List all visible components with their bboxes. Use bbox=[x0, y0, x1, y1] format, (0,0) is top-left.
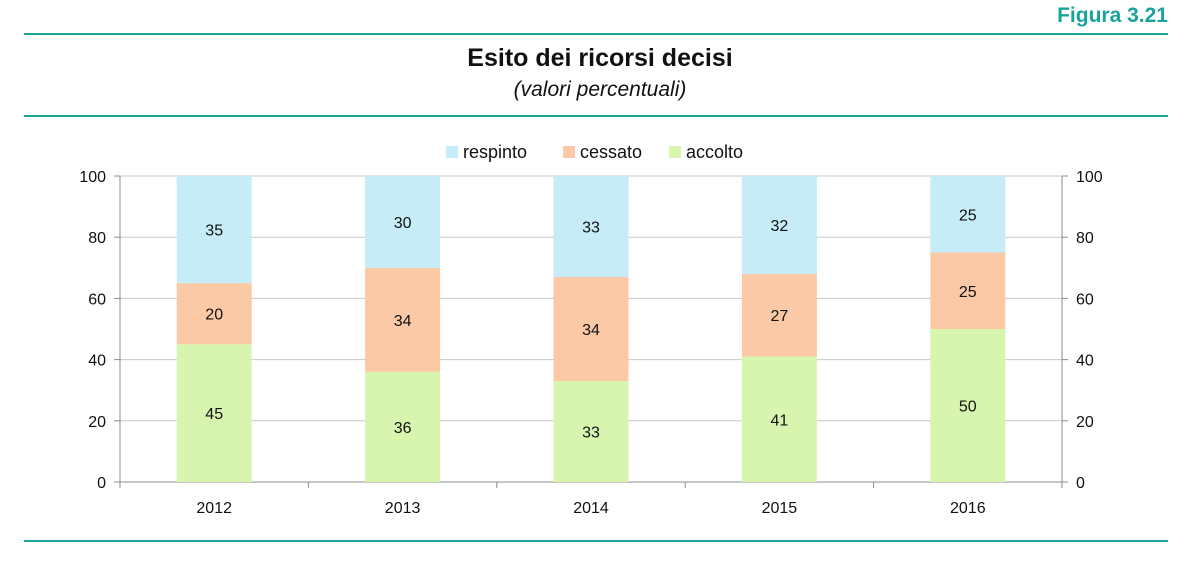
stacked-bar-chart: 0 0 20 20 40 40 60 60 80 80 100 100 45 20 35 2012 36 34 30… bbox=[79, 142, 1103, 517]
figure-label: Figura 3.21 bbox=[1057, 4, 1168, 27]
y-tick-label-right: 60 bbox=[1076, 291, 1094, 308]
data-label-accolto: 45 bbox=[205, 406, 223, 423]
x-tick-label: 2016 bbox=[950, 500, 986, 517]
legend-label-respinto: respinto bbox=[463, 142, 527, 162]
y-tick-label-left: 0 bbox=[97, 475, 106, 492]
data-label-cessato: 27 bbox=[771, 308, 789, 325]
data-label-cessato: 34 bbox=[394, 313, 412, 330]
x-tick-label: 2013 bbox=[385, 500, 421, 517]
bar-cessato bbox=[741, 273, 817, 357]
legend-swatch-respinto bbox=[446, 146, 458, 158]
bar-cessato bbox=[365, 267, 441, 372]
data-label-respinto: 35 bbox=[205, 223, 223, 240]
legend-swatch-accolto bbox=[669, 146, 681, 158]
y-tick-label-right: 20 bbox=[1076, 414, 1094, 431]
bar-accolto bbox=[176, 344, 252, 482]
bar-respinto bbox=[176, 176, 252, 284]
bottom-rule bbox=[24, 540, 1168, 542]
data-label-respinto: 33 bbox=[582, 219, 600, 236]
x-tick-label: 2015 bbox=[762, 500, 798, 517]
bar-cessato bbox=[176, 283, 252, 345]
y-tick-label-left: 40 bbox=[88, 353, 106, 370]
data-label-cessato: 25 bbox=[959, 284, 977, 301]
header-rule bbox=[24, 115, 1168, 117]
legend-label-accolto: accolto bbox=[686, 142, 743, 162]
bar-cessato bbox=[553, 276, 629, 382]
bar-accolto bbox=[553, 381, 629, 482]
legend-label-cessato: cessato bbox=[580, 142, 642, 162]
bar-cessato bbox=[930, 252, 1006, 329]
bar-accolto bbox=[741, 356, 817, 482]
x-tick-label: 2014 bbox=[573, 500, 609, 517]
data-label-respinto: 30 bbox=[394, 215, 412, 232]
bar-respinto bbox=[553, 176, 629, 277]
data-label-accolto: 50 bbox=[959, 399, 977, 416]
data-label-accolto: 41 bbox=[771, 412, 789, 429]
y-tick-label-right: 100 bbox=[1076, 169, 1103, 186]
bar-accolto bbox=[365, 371, 441, 482]
y-tick-label-left: 100 bbox=[79, 169, 106, 186]
y-tick-label-left: 20 bbox=[88, 414, 106, 431]
data-label-respinto: 25 bbox=[959, 207, 977, 224]
data-label-cessato: 34 bbox=[582, 322, 600, 339]
y-tick-label-right: 80 bbox=[1076, 230, 1094, 247]
top-rule bbox=[24, 33, 1168, 35]
y-tick-label-right: 0 bbox=[1076, 475, 1085, 492]
chart-title: Esito dei ricorsi decisi bbox=[467, 44, 733, 72]
bar-respinto bbox=[741, 176, 817, 274]
chart-subtitle: (valori percentuali) bbox=[513, 78, 687, 101]
x-tick-label: 2012 bbox=[196, 500, 232, 517]
data-label-accolto: 33 bbox=[582, 425, 600, 442]
y-tick-label-right: 40 bbox=[1076, 353, 1094, 370]
y-tick-label-left: 80 bbox=[88, 230, 106, 247]
data-label-cessato: 20 bbox=[205, 307, 223, 324]
bar-accolto bbox=[930, 329, 1006, 482]
bar-respinto bbox=[365, 176, 441, 268]
data-label-respinto: 32 bbox=[771, 218, 789, 235]
data-label-accolto: 36 bbox=[394, 420, 412, 437]
legend-swatch-cessato bbox=[563, 146, 575, 158]
y-tick-label-left: 60 bbox=[88, 291, 106, 308]
bar-respinto bbox=[930, 176, 1006, 253]
